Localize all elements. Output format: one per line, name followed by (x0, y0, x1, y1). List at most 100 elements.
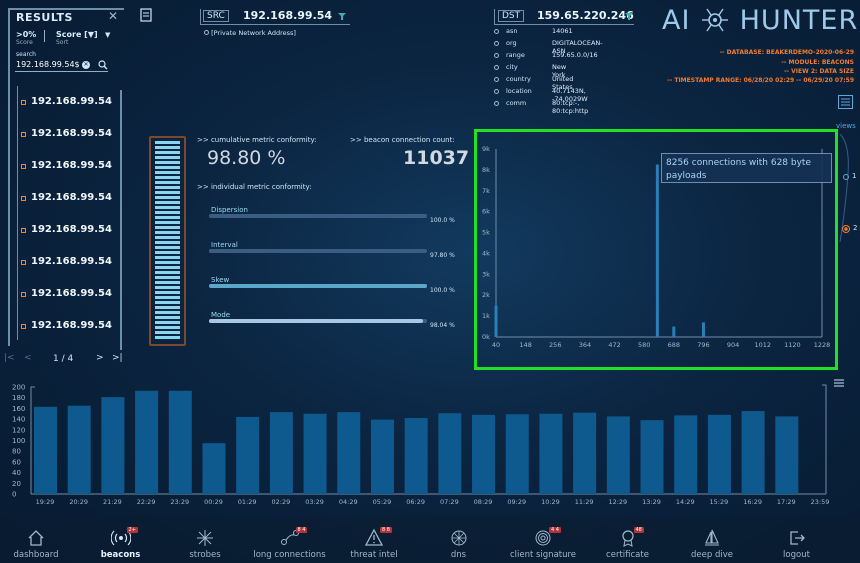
x-tick-label: 16:29 (743, 498, 762, 506)
timeline-bar (67, 405, 91, 494)
gauge-segment (155, 236, 180, 239)
next-page-icon[interactable]: > (96, 353, 104, 363)
view-2-radio[interactable] (842, 225, 850, 233)
status-marker-icon (21, 132, 26, 137)
ip-list-item[interactable]: 192.168.99.54 (19, 284, 114, 306)
dst-row-value: New York (552, 63, 567, 79)
info-dot-icon (494, 77, 499, 82)
y-tick-label: 7k (482, 187, 490, 195)
gauge-segment (155, 316, 180, 319)
nav-dns[interactable]: dns (417, 528, 501, 560)
prev-page-icon[interactable]: < (24, 353, 32, 363)
y-tick-label: 140 (12, 416, 25, 424)
search-input[interactable] (15, 59, 108, 72)
ip-list-item[interactable]: 192.168.99.54 (19, 220, 114, 242)
y-tick-label: 6k (482, 208, 490, 216)
gauge-segment (155, 306, 180, 309)
nav-label: threat intel (350, 550, 398, 560)
metric-percent: 98.04 % (430, 322, 455, 329)
metric-percent: 97.80 % (430, 252, 455, 259)
nav-logout[interactable]: logout (755, 528, 839, 560)
info-dot-icon (494, 29, 499, 34)
menu-icon[interactable] (834, 379, 844, 387)
y-tick-label: 180 (12, 394, 25, 402)
nav-threat-intel[interactable]: 8 8 threat intel (332, 527, 416, 560)
nav-label: client signature (509, 550, 577, 560)
status-marker-icon (21, 324, 26, 329)
nav-beacons[interactable]: 2+ beacons (79, 527, 163, 560)
clear-icon[interactable]: ✕ (82, 61, 90, 69)
molecule-icon (702, 8, 729, 32)
x-tick-label: 05:29 (373, 498, 392, 506)
ip-list-item[interactable]: 192.168.99.54 (19, 124, 114, 146)
y-tick-label: 0k (482, 333, 490, 341)
timeline-bar (303, 413, 327, 494)
gauge-segment (155, 296, 180, 299)
ip-list-item[interactable]: 192.168.99.54 (19, 156, 114, 178)
count-value: 11037 (403, 147, 470, 169)
gauge-segment (155, 176, 180, 179)
nav-dashboard[interactable]: dashboard (0, 528, 78, 560)
first-page-icon[interactable]: |< (4, 353, 15, 363)
nav-certificate[interactable]: 48 certificate (586, 527, 670, 560)
ip-list-item[interactable]: 192.168.99.54 (19, 316, 114, 338)
close-icon[interactable]: ✕ (108, 9, 119, 23)
gauge-segment (155, 251, 180, 254)
timeline-bar (707, 414, 731, 494)
dst-row-value: United States (552, 75, 574, 91)
x-tick-label: 04:29 (339, 498, 358, 506)
document-icon[interactable] (140, 8, 152, 22)
ip-list-item[interactable]: 192.168.99.54 (19, 188, 114, 210)
metric-label: Skew (211, 276, 230, 284)
nav-long-connections[interactable]: 8 4 long connections (248, 527, 332, 560)
sort-select[interactable]: Score [▼] Sort (56, 30, 98, 46)
view-1-radio[interactable] (843, 174, 849, 180)
metric-label: Mode (211, 311, 231, 319)
metric-percent: 100.0 % (430, 287, 455, 294)
gauge-segment (155, 211, 180, 214)
gauge-segment (155, 241, 180, 244)
ip-list-item-label: 192.168.99.54 (31, 256, 112, 267)
histogram-bar (655, 164, 659, 337)
nav-strobes[interactable]: strobes (163, 528, 247, 560)
view-2-label: 2 (853, 224, 858, 232)
y-tick-label: 80 (12, 448, 21, 456)
last-page-icon[interactable]: >| (112, 353, 123, 363)
cumulative-label: >> cumulative metric conformity: (197, 136, 317, 144)
chevron-down-icon[interactable]: ▼ (105, 31, 111, 39)
dst-row-value: 80:tcp:-, 80:tcp:http (552, 99, 589, 115)
timeline-bar (775, 416, 799, 494)
meta-timestamp: -- TIMESTAMP RANGE: 06/28/20 02:29 -- 06… (667, 77, 854, 84)
status-marker-icon (21, 260, 26, 265)
count-label: >> beacon connection count: (350, 136, 455, 144)
x-tick-label: 148 (519, 341, 531, 349)
gauge-segment (155, 321, 180, 324)
gauge-segment (155, 166, 180, 169)
score-filter[interactable]: >0% Score (16, 30, 36, 46)
x-tick-label: 12:29 (608, 498, 627, 506)
ip-list-item[interactable]: 192.168.99.54 (19, 252, 114, 274)
connection-icon (280, 530, 299, 545)
dst-header (494, 9, 634, 25)
dst-row-key: country (506, 75, 531, 83)
x-tick-label: 1120 (784, 341, 801, 349)
search-icon[interactable] (98, 60, 108, 70)
meta-database: -- DATABASE: BEAKERDEMO-2020-06-29 (719, 49, 854, 56)
dst-row-value: DIGITALOCEAN-ASN (552, 39, 603, 55)
timeline-bar (269, 412, 293, 494)
y-tick-label: 9k (482, 145, 490, 153)
x-tick-label: 688 (668, 341, 680, 349)
timeline-bar (606, 416, 630, 494)
info-dot-icon (494, 41, 499, 46)
logout-icon (789, 531, 805, 545)
nav-client-signature[interactable]: 4 4 client signature (501, 527, 585, 560)
ip-list-item[interactable]: 192.168.99.54 (19, 92, 114, 114)
nav-deep-dive[interactable]: deep dive (670, 528, 754, 560)
gauge-segment (155, 226, 180, 229)
filter-icon[interactable] (338, 12, 346, 20)
x-tick-label: 1012 (754, 341, 771, 349)
dst-row-value: 159.65.0.0/16 (552, 51, 598, 59)
score-filter-label: Score (16, 39, 33, 46)
list-view-icon[interactable] (838, 95, 853, 109)
filter-icon[interactable] (625, 12, 633, 20)
